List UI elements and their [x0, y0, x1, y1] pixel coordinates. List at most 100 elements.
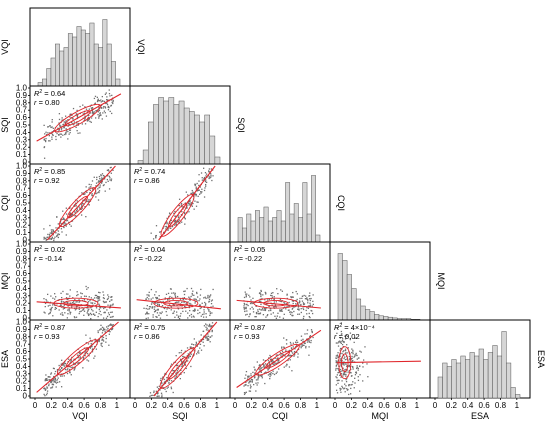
data-point: [190, 287, 193, 290]
data-point: [188, 296, 190, 298]
data-point: [301, 343, 303, 346]
data-point: [62, 218, 64, 221]
data-point: [49, 235, 51, 237]
data-point: [169, 377, 171, 379]
data-point: [143, 307, 145, 309]
data-point: [362, 362, 364, 364]
data-point: [200, 172, 203, 174]
data-point: [145, 317, 147, 320]
data-point: [357, 369, 359, 371]
data-point: [300, 345, 302, 347]
data-point: [72, 366, 74, 368]
data-point: [245, 374, 247, 376]
data-point: [200, 315, 202, 317]
data-point: [345, 368, 347, 371]
data-point: [272, 292, 274, 294]
data-point: [56, 234, 58, 237]
data-point: [187, 204, 189, 206]
data-point: [309, 299, 311, 302]
data-point: [57, 233, 59, 235]
data-point: [75, 301, 77, 303]
data-point: [56, 216, 58, 218]
data-point: [112, 101, 114, 103]
data-point: [78, 299, 80, 301]
data-point: [344, 387, 346, 389]
data-point: [68, 221, 70, 224]
data-point: [106, 309, 108, 311]
data-point: [337, 342, 339, 344]
data-point: [192, 202, 194, 205]
data-point: [205, 329, 208, 331]
data-point: [195, 187, 197, 190]
data-point: [300, 303, 302, 306]
data-point: [306, 338, 308, 340]
data-point: [204, 180, 207, 183]
data-point: [145, 307, 147, 310]
data-point: [178, 204, 180, 207]
data-point: [96, 192, 98, 194]
data-point: [148, 294, 150, 296]
histogram-bar: [102, 19, 108, 87]
data-point: [146, 296, 148, 299]
data-point: [206, 335, 208, 337]
data-point: [85, 351, 87, 353]
data-point: [152, 314, 154, 316]
data-point: [302, 338, 304, 341]
data-point: [96, 100, 99, 103]
data-point: [97, 98, 99, 100]
data-point: [170, 288, 172, 290]
data-point: [339, 387, 341, 390]
data-point: [307, 302, 309, 304]
y-tick-label: 0.8: [16, 98, 28, 107]
data-point: [50, 229, 53, 231]
data-point: [44, 312, 46, 314]
data-point: [77, 293, 79, 296]
data-point: [98, 115, 100, 118]
data-point: [210, 176, 212, 178]
data-point: [359, 365, 361, 368]
data-point: [84, 117, 86, 119]
data-point: [268, 367, 270, 370]
histogram-bar: [298, 217, 303, 243]
data-point: [164, 372, 166, 375]
data-point: [297, 341, 299, 343]
data-point: [341, 360, 343, 362]
histogram-bar: [442, 362, 448, 399]
data-point: [66, 317, 69, 319]
data-point: [155, 390, 158, 392]
data-point: [70, 121, 73, 124]
data-point: [48, 238, 50, 240]
data-point: [181, 205, 183, 208]
y-tick-label: 1.0: [16, 84, 28, 93]
data-point: [187, 317, 189, 319]
data-point: [303, 303, 305, 305]
data-point: [105, 181, 107, 184]
data-point: [43, 387, 46, 389]
data-point: [44, 140, 47, 143]
histogram-bar: [55, 43, 60, 87]
data-point: [88, 118, 91, 120]
data-point: [264, 360, 267, 362]
data-point: [102, 329, 104, 332]
data-point: [186, 206, 188, 208]
data-point: [103, 307, 105, 310]
data-point: [111, 325, 114, 327]
data-point: [189, 355, 191, 357]
data-point: [203, 311, 205, 313]
data-point: [158, 231, 161, 233]
data-point: [247, 304, 249, 307]
data-point: [186, 347, 189, 349]
scatter-vqi-cqi: R2 = 0.85r = 0.92: [29, 163, 131, 243]
data-point: [292, 291, 294, 294]
data-point: [60, 302, 63, 304]
data-point: [269, 375, 271, 378]
data-point: [101, 342, 103, 344]
data-point: [99, 186, 101, 188]
data-point: [362, 366, 364, 368]
data-point: [198, 352, 200, 354]
data-point: [54, 370, 57, 373]
data-point: [69, 295, 71, 297]
data-point: [109, 179, 111, 181]
data-point: [88, 204, 90, 206]
